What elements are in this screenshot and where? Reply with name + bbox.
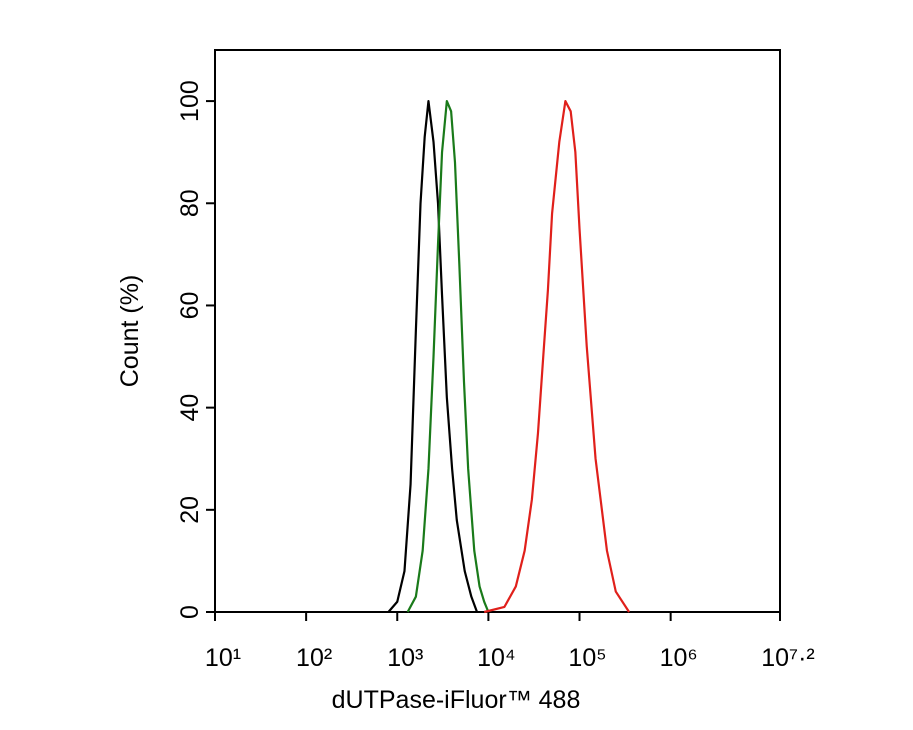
x-tick-label: 10⁵ [568,644,606,672]
x-tick-label: 10⁴ [477,644,516,672]
x-axis-title: dUTPase-iFluor™ 488 [332,686,581,714]
x-tick-label: 10³ [387,644,423,672]
y-tick-label: 40 [176,394,204,422]
y-axis-title: Count (%) [116,275,144,388]
x-tick-label: 10¹ [205,644,241,672]
x-tick-label: 10⁷·² [761,644,815,672]
histogram-line [406,99,490,613]
plot-frame [214,49,781,613]
y-tick-label: 80 [176,189,204,217]
histogram-line [483,99,631,614]
y-tick-label: 0 [176,605,204,619]
x-tick-label: 10² [296,644,332,672]
y-tick-label: 60 [176,292,204,320]
y-tick-label: 100 [176,80,204,122]
histogram-line [387,99,479,613]
y-tick-label: 20 [176,496,204,524]
x-tick-label: 10⁶ [660,644,698,672]
